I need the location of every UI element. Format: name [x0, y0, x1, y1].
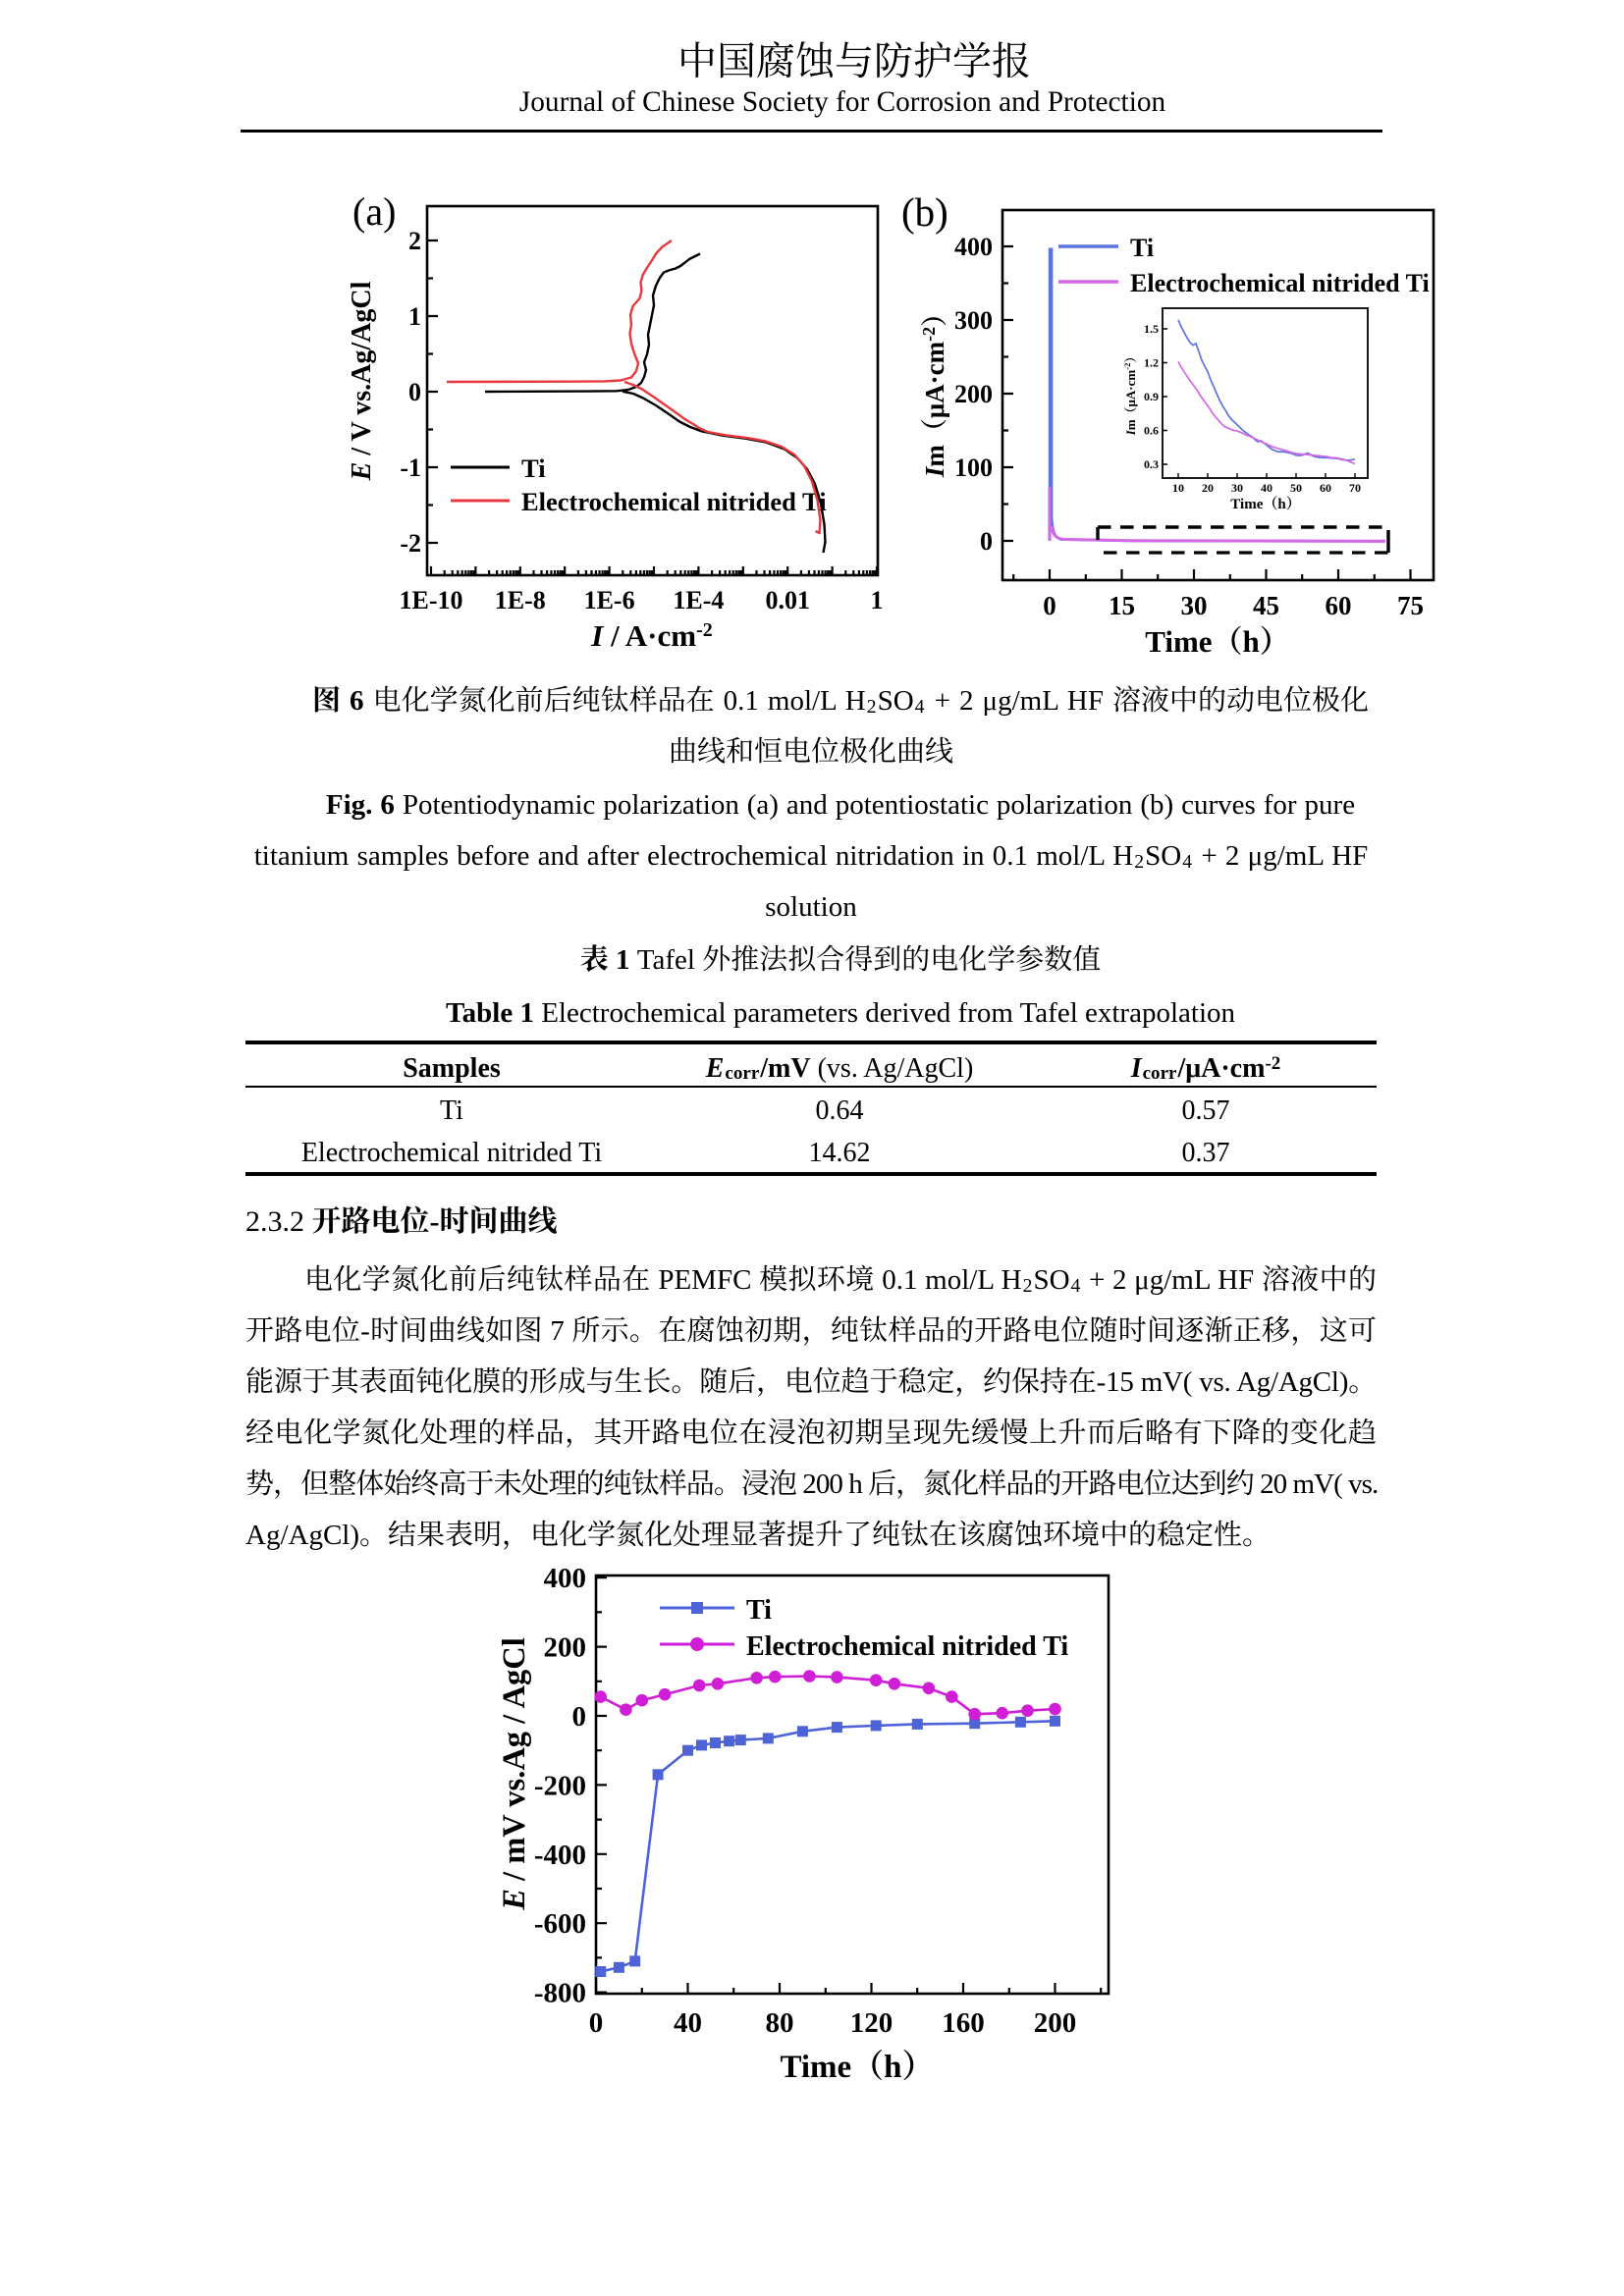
- svg-text:(a): (a): [352, 189, 396, 234]
- svg-text:Electrochemical nitrided Ti: Electrochemical nitrided Ti: [1130, 269, 1430, 297]
- svg-text:0: 0: [589, 2007, 604, 2039]
- svg-text:40: 40: [674, 2007, 702, 2039]
- svg-text:30: 30: [1181, 591, 1208, 620]
- svg-text:75: 75: [1397, 591, 1424, 620]
- svg-text:50: 50: [1290, 481, 1302, 495]
- svg-text:40: 40: [1261, 481, 1272, 495]
- svg-text:1.5: 1.5: [1144, 322, 1159, 336]
- svg-text:Time（h）: Time（h）: [780, 2049, 934, 2085]
- svg-text:-2: -2: [400, 529, 421, 558]
- svg-text:Ti: Ti: [746, 1595, 772, 1626]
- svg-text:E / mV vs.Ag / AgCl: E / mV vs.Ag / AgCl: [497, 1637, 532, 1911]
- svg-text:0.9: 0.9: [1144, 390, 1159, 403]
- svg-text:0: 0: [980, 527, 993, 556]
- svg-text:1E-10: 1E-10: [400, 586, 463, 614]
- svg-text:Im（μA·cm-2）: Im（μA·cm-2）: [919, 300, 949, 478]
- svg-text:0.3: 0.3: [1144, 457, 1159, 471]
- svg-text:Time（h）: Time（h）: [1230, 496, 1300, 512]
- svg-text:100: 100: [954, 454, 993, 482]
- svg-text:2: 2: [408, 227, 421, 255]
- svg-text:I / A·cm-2: I / A·cm-2: [590, 618, 712, 653]
- svg-text:-1: -1: [400, 454, 421, 482]
- svg-text:-800: -800: [534, 1978, 586, 2009]
- svg-text:0: 0: [1043, 591, 1056, 620]
- svg-text:Electrochemical nitrided Ti: Electrochemical nitrided Ti: [746, 1631, 1068, 1662]
- svg-text:1E-8: 1E-8: [495, 586, 546, 614]
- svg-text:0.01: 0.01: [765, 586, 810, 614]
- svg-text:1.2: 1.2: [1144, 356, 1159, 370]
- svg-text:Ti: Ti: [521, 454, 546, 483]
- svg-text:200: 200: [954, 380, 993, 408]
- svg-text:Im（μA·cm-2）: Im（μA·cm-2）: [1122, 350, 1138, 437]
- svg-text:160: 160: [942, 2007, 985, 2039]
- svg-text:0.6: 0.6: [1144, 424, 1159, 438]
- svg-text:400: 400: [544, 1563, 587, 1594]
- svg-text:70: 70: [1349, 481, 1361, 495]
- svg-text:80: 80: [766, 2007, 794, 2039]
- svg-text:1: 1: [871, 586, 884, 614]
- svg-text:200: 200: [1034, 2007, 1077, 2039]
- svg-text:(b): (b): [901, 189, 948, 235]
- svg-text:15: 15: [1109, 591, 1135, 620]
- svg-text:45: 45: [1253, 591, 1279, 620]
- svg-text:0: 0: [572, 1701, 587, 1733]
- svg-text:E / V vs.Ag/AgCl: E / V vs.Ag/AgCl: [347, 281, 377, 481]
- svg-text:200: 200: [544, 1632, 587, 1664]
- svg-text:120: 120: [850, 2007, 893, 2039]
- svg-text:-400: -400: [534, 1840, 586, 1871]
- svg-text:30: 30: [1231, 481, 1243, 495]
- svg-text:1E-4: 1E-4: [673, 586, 724, 614]
- svg-text:-200: -200: [534, 1770, 586, 1801]
- svg-text:Time（h）: Time（h）: [1145, 624, 1290, 659]
- svg-text:-600: -600: [534, 1908, 586, 1940]
- svg-text:Electrochemical nitrided Ti: Electrochemical nitrided Ti: [521, 487, 827, 516]
- svg-text:10: 10: [1172, 481, 1184, 495]
- svg-text:300: 300: [954, 306, 993, 335]
- svg-text:1: 1: [408, 302, 421, 331]
- svg-text:Ti: Ti: [1130, 234, 1154, 262]
- svg-text:20: 20: [1202, 481, 1214, 495]
- svg-text:60: 60: [1320, 481, 1331, 495]
- svg-text:400: 400: [954, 233, 993, 261]
- svg-text:60: 60: [1326, 591, 1352, 620]
- svg-text:0: 0: [408, 378, 421, 406]
- svg-text:1E-6: 1E-6: [584, 586, 635, 614]
